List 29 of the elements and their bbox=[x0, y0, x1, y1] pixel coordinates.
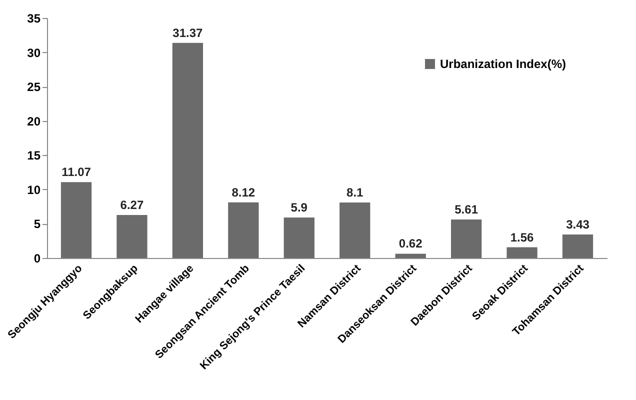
bar bbox=[395, 254, 426, 258]
bar bbox=[506, 247, 538, 258]
bar bbox=[562, 234, 594, 258]
data-label: 0.62 bbox=[398, 236, 423, 251]
bar bbox=[450, 220, 482, 258]
y-tick-label: 30 bbox=[27, 46, 41, 60]
bar bbox=[172, 42, 204, 258]
data-label: 8.12 bbox=[232, 185, 256, 200]
data-label: 11.07 bbox=[62, 165, 92, 180]
y-tick-label: 5 bbox=[34, 217, 41, 232]
bar bbox=[228, 202, 259, 258]
data-label: 5.61 bbox=[454, 202, 478, 217]
y-tick-label: 0 bbox=[34, 252, 41, 266]
data-label: 1.56 bbox=[510, 230, 534, 244]
data-label: 3.43 bbox=[566, 217, 590, 232]
data-label: 31.37 bbox=[172, 26, 204, 40]
bar bbox=[284, 218, 314, 258]
bar bbox=[60, 182, 92, 258]
y-tick-label: 10 bbox=[27, 182, 41, 197]
y-tick-label: 20 bbox=[27, 114, 41, 128]
y-tick-label: 15 bbox=[27, 148, 41, 163]
data-label: 5.9 bbox=[290, 200, 308, 215]
data-label: 6.27 bbox=[120, 198, 144, 212]
legend-label: Urbanization Index(%) bbox=[440, 57, 566, 71]
bar bbox=[340, 202, 370, 258]
data-label: 8.1 bbox=[346, 185, 364, 200]
bar bbox=[116, 215, 148, 258]
y-tick-label: 35 bbox=[27, 12, 41, 26]
y-tick-label: 25 bbox=[27, 80, 41, 94]
